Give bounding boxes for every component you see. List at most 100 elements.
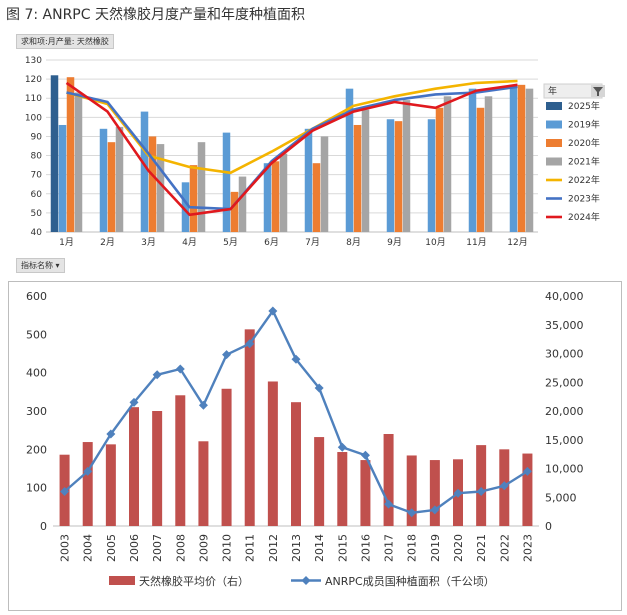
bar-2019年: [304, 128, 313, 232]
y-tick-label: 40: [31, 228, 43, 238]
y-tick-label: 60: [31, 190, 43, 200]
price-bar: [105, 444, 116, 526]
bar-2021年: [484, 96, 493, 232]
x-tick-label: 2019: [429, 534, 442, 562]
legend-label: 2023年: [568, 193, 600, 205]
price-bar: [221, 388, 232, 526]
x-tick-label: 2011: [244, 534, 257, 562]
x-tick-label: 2023: [521, 534, 534, 562]
value-field-button[interactable]: 求和项:月产量: 天然橡胶: [16, 34, 114, 49]
x-tick-label: 12月: [507, 237, 527, 248]
price-bar: [152, 411, 163, 526]
bar-2019年: [509, 84, 518, 232]
price-bar: [522, 453, 533, 526]
right-y-tick-label: 40,000: [545, 290, 584, 303]
figure-title: 图 7: ANRPC 天然橡胶月度产量和年度种植面积: [6, 7, 305, 23]
x-tick-label: 4月: [182, 237, 197, 248]
x-tick-label: 2005: [105, 534, 118, 562]
right-y-tick-label: 10,000: [545, 463, 584, 476]
x-tick-label: 2018: [406, 534, 419, 562]
bar-2019年: [386, 119, 395, 232]
x-tick-label: 2022: [498, 534, 511, 562]
right-y-tick-label: 20,000: [545, 405, 584, 418]
area-point: [314, 383, 324, 393]
x-tick-label: 2014: [313, 534, 326, 562]
left-y-tick-label: 200: [26, 443, 47, 456]
x-tick-label: 2013: [290, 534, 303, 562]
axis-field-button[interactable]: 指标名称 ▾: [16, 258, 65, 273]
bar-2021年: [156, 144, 165, 232]
right-y-tick-label: 35,000: [545, 319, 584, 332]
y-tick-label: 110: [25, 94, 42, 104]
x-tick-label: 2007: [151, 534, 164, 562]
bar-2020年: [394, 121, 403, 232]
legend-title: 年: [548, 85, 557, 97]
bar-2020年: [107, 142, 116, 232]
legend-marker-area: [301, 576, 311, 585]
area-point: [476, 487, 486, 496]
x-tick-label: 5月: [223, 237, 238, 248]
legend-swatch: [546, 139, 562, 147]
legend-label: 2021年: [568, 156, 600, 168]
x-tick-label: 10月: [425, 237, 445, 248]
bar-2021年: [320, 136, 329, 232]
bar-2019年: [99, 128, 108, 232]
x-tick-label: 2009: [197, 534, 210, 562]
bar-2020年: [66, 77, 75, 232]
area-point: [106, 429, 116, 439]
bar-2021年: [361, 109, 370, 232]
right-y-tick-label: 5,000: [545, 491, 577, 504]
series-line-2024年: [65, 81, 518, 217]
bar-2020年: [189, 165, 198, 232]
left-y-tick-label: 300: [26, 405, 47, 418]
price-bar: [291, 402, 301, 526]
bar-2020年: [230, 191, 239, 232]
x-tick-label: 2020: [452, 534, 465, 562]
y-tick-label: 120: [25, 75, 42, 85]
y-tick-label: 90: [31, 132, 43, 142]
filter-icon: [593, 87, 603, 96]
bar-2019年: [181, 182, 190, 232]
area-point: [522, 466, 532, 476]
bar-2021年: [115, 126, 124, 232]
x-tick-label: 2006: [128, 534, 141, 562]
area-point: [129, 397, 139, 407]
price-bar: [360, 460, 371, 526]
legend-swatch: [546, 157, 562, 166]
x-tick-label: 2015: [336, 534, 349, 562]
x-tick-label: 2010: [221, 534, 234, 562]
area-point: [152, 370, 162, 380]
price-bar: [429, 460, 440, 526]
bar-2021年: [238, 176, 247, 232]
bar-2021年: [525, 88, 534, 232]
area-point: [499, 481, 509, 491]
x-tick-label: 1月: [59, 237, 74, 248]
bar-2019年: [58, 124, 67, 232]
bar-2019年: [263, 163, 272, 232]
area-point: [245, 339, 255, 349]
bar-2019年: [222, 132, 231, 232]
area-point: [453, 488, 463, 498]
area-point: [60, 487, 70, 496]
x-tick-label: 7月: [305, 237, 320, 248]
x-tick-label: 2021: [475, 534, 488, 562]
bar-2019年: [468, 88, 477, 232]
y-tick-label: 80: [31, 152, 43, 162]
legend-label: 2025年: [568, 100, 600, 112]
axis-field-label: 指标名称: [21, 261, 53, 270]
legend-label: 2022年: [568, 174, 600, 186]
bar-2020年: [435, 107, 444, 232]
x-tick-label: 6月: [264, 237, 279, 248]
x-tick-label: 2003: [59, 534, 72, 562]
area-point: [407, 508, 417, 518]
left-y-tick-label: 600: [26, 290, 47, 303]
area-point: [83, 466, 93, 476]
price-bar: [244, 329, 255, 526]
bar-2020年: [148, 136, 157, 232]
bar-2020年: [517, 84, 526, 232]
area-point: [268, 306, 278, 316]
bar-2025年: [50, 75, 59, 233]
area-point: [337, 442, 347, 452]
legend-label: 2024年: [568, 211, 600, 223]
x-tick-label: 8月: [346, 237, 361, 248]
